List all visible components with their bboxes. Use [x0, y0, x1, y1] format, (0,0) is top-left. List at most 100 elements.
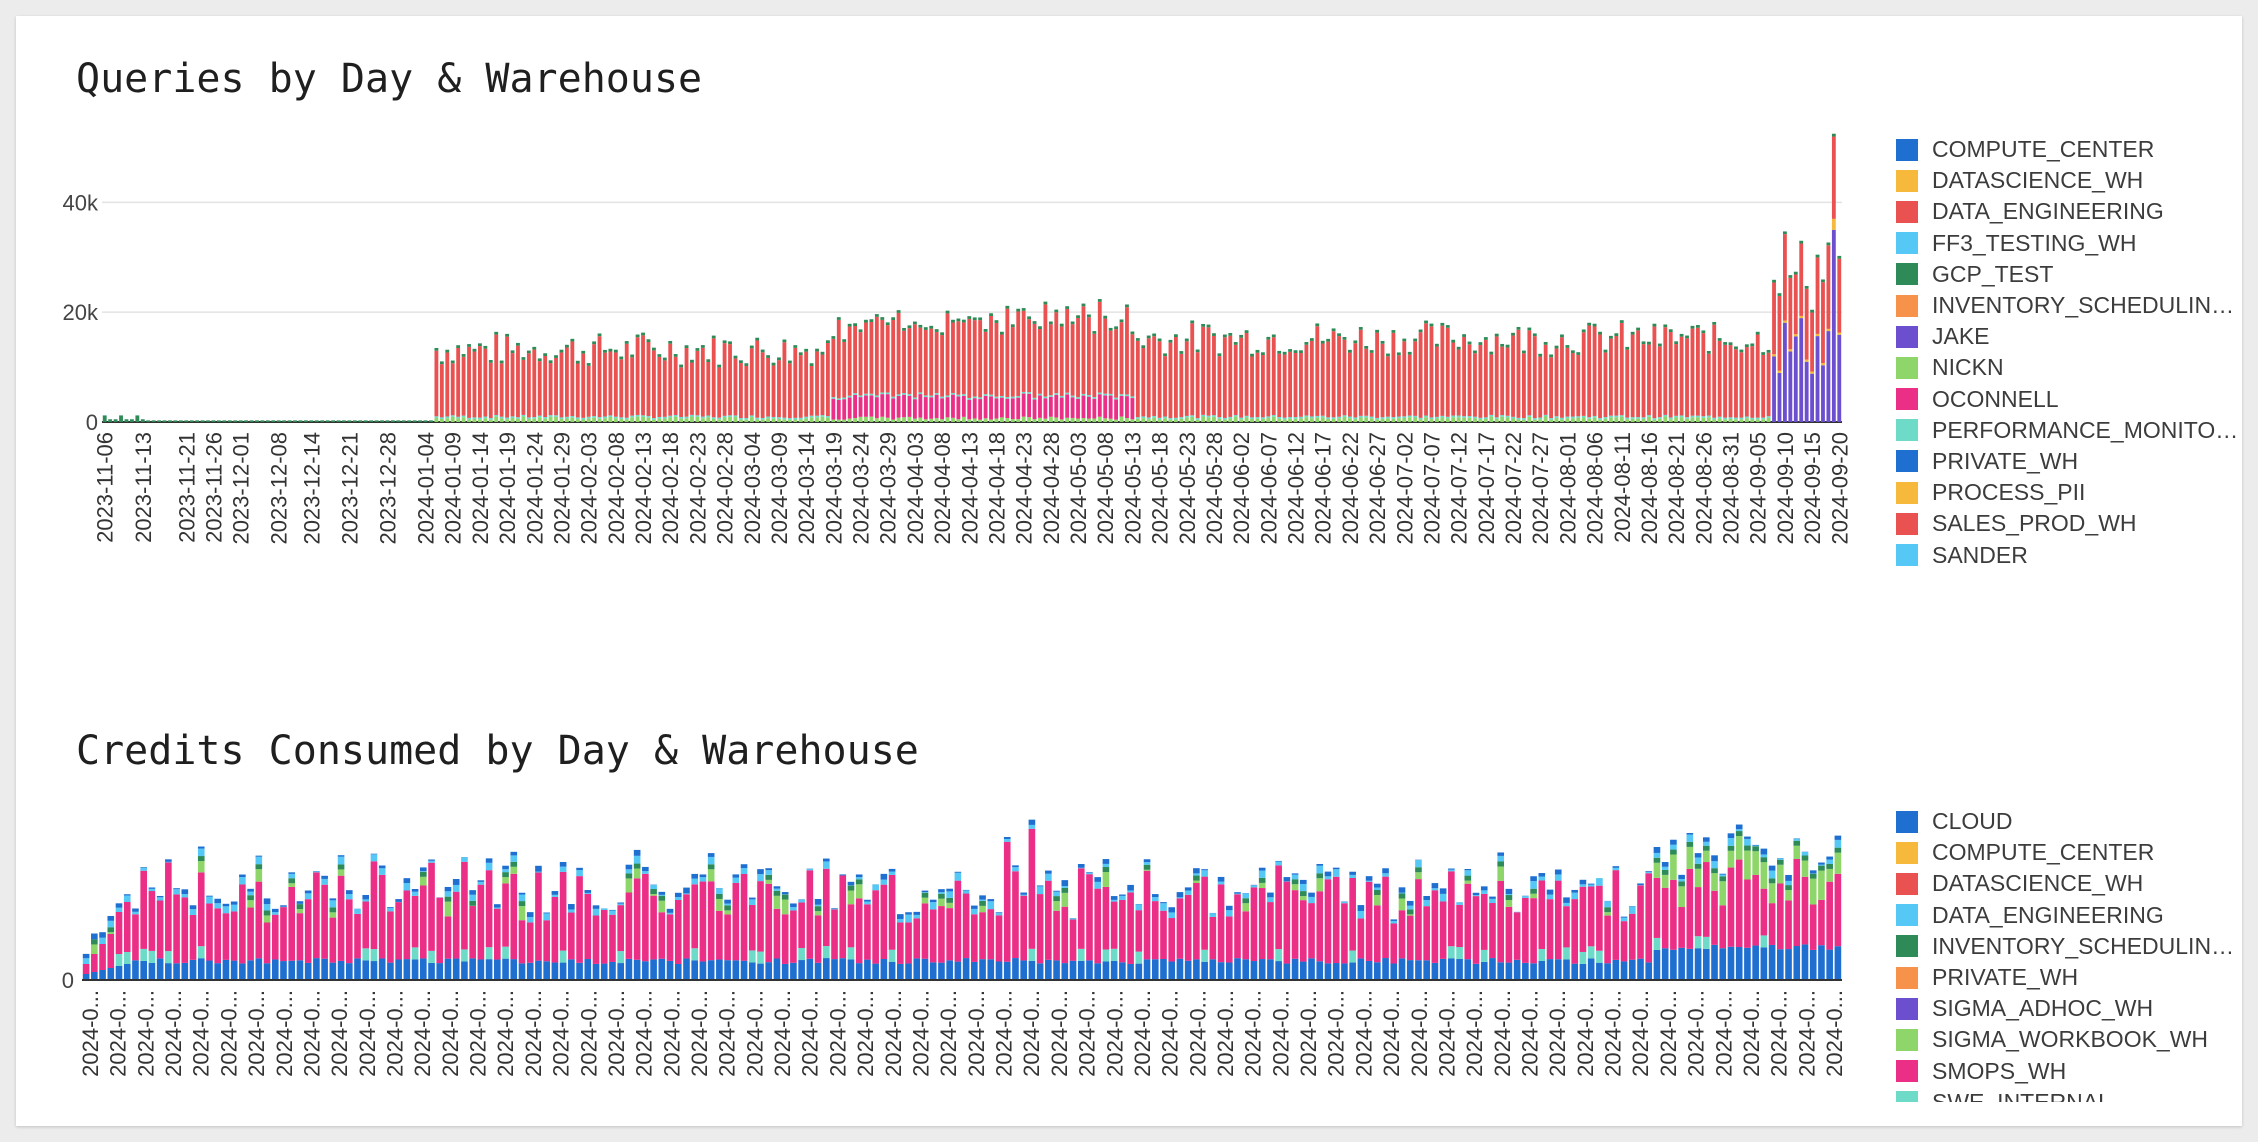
query-bar-segment — [1527, 415, 1532, 417]
query-bar-segment — [467, 417, 471, 420]
query-bar-segment — [488, 419, 493, 422]
credit-bar-segment — [502, 869, 509, 873]
query-bar-segment — [505, 417, 510, 420]
query-bar-segment — [1184, 415, 1189, 418]
query-bar-segment — [728, 341, 732, 345]
credit-bar-segment — [1193, 880, 1200, 883]
credits-legend-item[interactable]: PRIVATE_WH — [1896, 962, 2246, 993]
credit-bar-segment — [658, 900, 666, 913]
query-bar-segment — [766, 355, 771, 358]
credit-bar-segment — [913, 911, 921, 915]
credit-bar-segment — [329, 898, 337, 901]
x-tick-label: 2023-11-21 — [174, 432, 199, 543]
query-bar-segment — [1407, 417, 1412, 422]
credit-bar-segment — [255, 855, 263, 857]
queries-legend-item[interactable]: DATA_ENGINEERING — [1896, 196, 2246, 227]
credits-legend-item[interactable]: COMPUTE_CENTER — [1896, 837, 2246, 868]
queries-legend-item[interactable]: FF3_TESTING_WH — [1896, 228, 2246, 259]
query-bar-segment — [999, 397, 1004, 418]
query-bar-segment — [1282, 354, 1287, 418]
queries-legend-item[interactable]: PERFORMANCE_MONITORI... — [1896, 415, 2246, 446]
credits-legend-item[interactable]: SIGMA_ADHOC_WH — [1896, 993, 2246, 1024]
queries-legend-item[interactable]: DATASCIENCE_WH — [1896, 165, 2246, 196]
query-bar-segment — [1190, 323, 1195, 416]
credit-bar-segment — [1299, 891, 1307, 897]
credits-legend-item[interactable]: SMOPS_WH — [1896, 1056, 2246, 1087]
query-bar-segment — [494, 416, 499, 422]
credit-bar-segment — [502, 883, 509, 947]
queries-legend-item[interactable]: GCP_TEST — [1896, 259, 2246, 290]
credit-bar-segment — [321, 878, 328, 885]
query-bar-segment — [1369, 418, 1374, 422]
query-bar-segment — [303, 420, 308, 422]
query-bar-segment — [836, 319, 841, 399]
query-bar-segment — [1386, 353, 1390, 357]
credits-legend-item[interactable]: INVENTORY_SCHEDULING_... — [1896, 931, 2246, 962]
query-bar-segment — [1282, 417, 1287, 420]
query-bar-segment — [1690, 417, 1695, 422]
x-tick-label: 2024-06-02 — [1229, 432, 1254, 545]
query-bar-segment — [1619, 322, 1624, 416]
query-bar-segment — [673, 356, 678, 416]
credits-legend-item[interactable]: DATA_ENGINEERING — [1896, 900, 2246, 931]
query-bar-segment — [1146, 417, 1151, 420]
query-bar-segment — [216, 420, 221, 422]
queries-legend-item[interactable]: SALES_PROD_WH — [1896, 508, 2246, 539]
query-bar-segment — [1712, 419, 1717, 422]
query-bar-segment — [1565, 418, 1570, 422]
credit-bar-segment — [214, 963, 222, 980]
credits-legend-item[interactable]: SIGMA_WORKBOOK_WH — [1896, 1024, 2246, 1055]
query-bar-segment — [1521, 350, 1526, 354]
queries-legend-item[interactable]: PRIVATE_WH — [1896, 446, 2246, 477]
query-bar-segment — [1402, 341, 1407, 417]
credits-legend-item[interactable]: DATASCIENCE_WH — [1896, 868, 2246, 899]
credits-legend-item[interactable]: SWE_INTERNAL — [1896, 1087, 2246, 1102]
queries-legend-item[interactable]: NICKN — [1896, 352, 2246, 383]
queries-legend-item[interactable]: SANDER — [1896, 539, 2246, 570]
query-bar-segment — [461, 415, 466, 418]
credits-legend-item[interactable]: CLOUD — [1896, 806, 2246, 837]
credit-bar-segment — [864, 959, 871, 980]
query-bar-segment — [1315, 323, 1320, 327]
query-bar-segment — [1804, 361, 1809, 422]
query-bar-segment — [1777, 370, 1782, 373]
credit-bar-segment — [1028, 819, 1036, 825]
queries-legend-item[interactable]: JAKE — [1896, 321, 2246, 352]
query-bar-segment — [918, 417, 923, 422]
queries-legend-item[interactable]: OCONNELL — [1896, 384, 2246, 415]
queries-legend-item[interactable]: COMPUTE_CENTER — [1896, 134, 2246, 165]
queries-legend-item[interactable]: PROCESS_PII — [1896, 477, 2246, 508]
query-bar-segment — [912, 397, 917, 400]
x-tick-label: 2024-0... — [576, 990, 601, 1077]
legend-swatch — [1896, 232, 1918, 255]
query-bar-segment — [1326, 338, 1331, 342]
credit-bar-segment — [428, 950, 435, 963]
query-bar-segment — [1706, 417, 1711, 422]
legend-swatch — [1896, 1091, 1918, 1102]
x-tick-label: 2024-0... — [1379, 990, 1404, 1077]
credit-bar-segment — [1242, 898, 1250, 904]
credit-bar-segment — [1439, 888, 1447, 894]
credit-bar-segment — [847, 904, 855, 948]
query-bar-segment — [1157, 341, 1162, 418]
query-bar-segment — [265, 420, 270, 422]
query-bar-segment — [994, 418, 999, 422]
x-tick-label: 2024-0... — [604, 990, 629, 1077]
credit-bar-segment — [362, 901, 370, 949]
credit-bar-segment — [1250, 961, 1258, 980]
credit-bar-segment — [1324, 871, 1332, 877]
credit-bar-segment — [1061, 887, 1069, 893]
credit-bar-segment — [403, 882, 411, 891]
credit-bar-segment — [156, 900, 164, 959]
queries-legend-item[interactable]: INVENTORY_SCHEDULING_... — [1896, 290, 2246, 321]
credit-bar-segment — [1563, 959, 1570, 980]
query-bar-segment — [1521, 418, 1526, 420]
credit-bar-segment — [1127, 963, 1134, 980]
query-bar-segment — [842, 419, 847, 422]
query-bar-segment — [1217, 353, 1222, 357]
query-bar-segment — [1048, 395, 1053, 397]
query-bar-segment — [358, 420, 363, 422]
credit-bar-segment — [1735, 947, 1743, 980]
x-tick-label: 2024-02-23 — [685, 432, 710, 545]
query-bar-segment — [298, 420, 303, 422]
